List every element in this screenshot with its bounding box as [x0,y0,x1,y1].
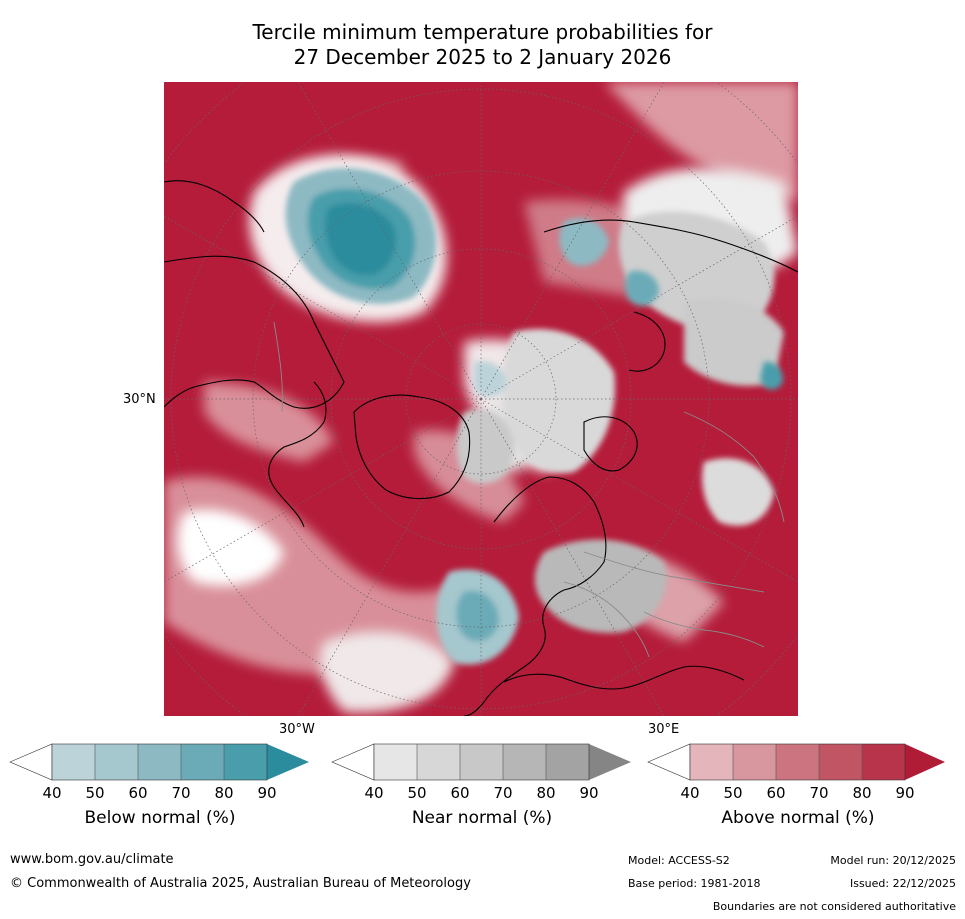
coastline-greenland [353,394,471,500]
colorbar-above-tick: 80 [852,784,872,802]
colorbar-below-normal: 40 50 60 70 80 90 Below normal (%) [9,743,310,854]
colorbar-below-tick: 40 [42,784,62,802]
coastline-siberia [543,219,798,273]
colorbar-near-tick: 50 [407,784,427,802]
title-line-1: Tercile minimum temperature probabilitie… [252,20,713,44]
coastline-scandinavia [583,416,638,472]
footer-model-run: Model run: 20/12/2025 [830,854,956,867]
colorbar-below-tick: 70 [171,784,191,802]
colorbar-near-tick: 40 [364,784,384,802]
footer-model: Model: ACCESS-S2 [628,854,730,867]
colorbar-above-bin-3 [776,744,819,780]
coastline-hudson [268,381,327,528]
footer-copyright: © Commonwealth of Australia 2025, Austra… [10,876,471,891]
coastline-europe [463,476,607,716]
colorbar-above-tick: 40 [680,784,700,802]
chart-title: Tercile minimum temperature probabilitie… [0,20,965,70]
colorbar-near-bin-4 [503,744,546,780]
colorbar-above-low-extend [647,743,691,781]
colorbar-above-tick: 90 [895,784,915,802]
latitude-label: 30°N [123,392,156,407]
colorbar-near-normal: 40 50 60 70 80 90 Near normal (%) [331,743,632,854]
probability-map [164,82,798,716]
colorbar-below-label: Below normal (%) [84,808,236,828]
border-5 [273,321,283,413]
colorbar-below-tick: 60 [128,784,148,802]
colorbar-below-bin-3 [138,744,181,780]
coastline-north-america [164,255,345,409]
colorbar-above-bin-1 [690,744,733,780]
border-4 [643,611,765,648]
colorbar-above-tick: 60 [766,784,786,802]
colorbar-below-tick: 90 [257,784,277,802]
colorbar-near-bin-3 [460,744,503,780]
colorbar-below-bin-2 [95,744,138,780]
border-1 [563,581,650,658]
colorbar-near-tick: 60 [450,784,470,802]
footer-base-period: Base period: 1981-2018 [628,877,761,890]
longitude-label-east: 30°E [648,722,680,737]
colorbar-near-tick: 80 [536,784,556,802]
colorbar-below-swatches [9,743,309,781]
title-line-2: 27 December 2025 to 2 January 2026 [293,45,672,69]
coastlines [164,180,798,716]
colorbar-below-bin-5 [224,744,267,780]
coastline-alaska [164,180,265,233]
coastline-taymyr [628,311,666,372]
colorbar-near-tick: 70 [493,784,513,802]
colorbar-near-high-extend [589,744,631,780]
colorbar-above-high-extend [905,744,945,780]
colorbar-near-bin-2 [417,744,460,780]
colorbar-below-bin-4 [181,744,224,780]
colorbar-near-label: Near normal (%) [411,808,553,828]
map-canvas [164,82,798,716]
colorbar-below-bin-1 [52,744,95,780]
colorbar-above-normal: 40 50 60 70 80 90 Above normal (%) [647,743,948,854]
country-borders [273,321,785,658]
colorbar-below-low-extend [9,743,53,781]
longitude-label-west: 30°W [279,722,315,737]
below-normal-zones [285,168,783,665]
colorbar-near-bin-5 [546,744,589,780]
colorbar-near-swatches [331,743,631,781]
colorbar-above-tick: 70 [809,784,829,802]
colorbar-above-label: Above normal (%) [721,808,875,828]
colorbar-below-tick: 50 [85,784,105,802]
colorbar-below-tick: 80 [214,784,234,802]
colorbar-above-tick: 50 [723,784,743,802]
footer-website[interactable]: www.bom.gov.au/climate [10,852,174,867]
coastline-mediterranean [503,665,745,690]
colorbar-near-tick: 90 [579,784,599,802]
colorbar-below-high-extend [267,744,309,780]
colorbar-above-bin-4 [819,744,862,780]
colorbar-near-bin-1 [374,744,417,780]
border-2 [583,551,765,593]
colorbar-above-bin-2 [733,744,776,780]
border-3 [683,411,785,523]
colorbar-above-swatches [647,743,945,781]
colorbar-near-low-extend [331,743,375,781]
footer-issued: Issued: 22/12/2025 [849,877,956,890]
colorbar-above-bin-5 [862,744,905,780]
footer-disclaimer: Boundaries are not considered authoritat… [712,900,956,913]
